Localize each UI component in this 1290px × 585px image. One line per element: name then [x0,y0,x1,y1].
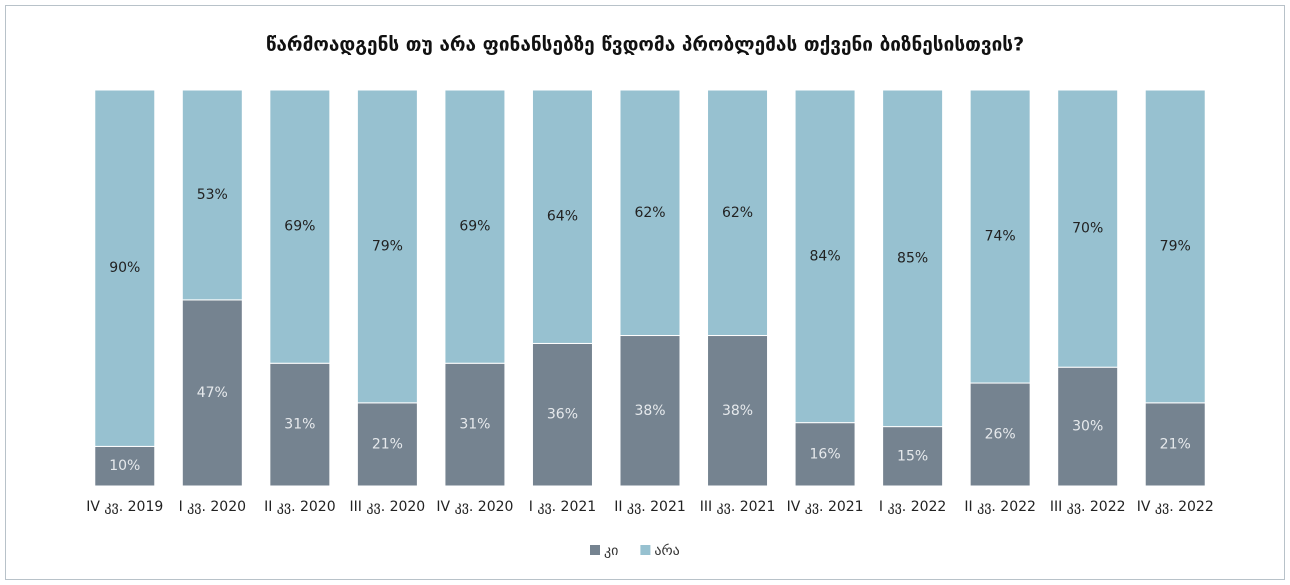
legend-swatch [640,545,651,555]
bar-segment [882,426,944,487]
data-label: 38% [634,403,665,419]
bar-segment [619,335,681,487]
chart-title: წარმოადგენს თუ არა ფინანსებზე წვდომა პრო… [266,34,1024,56]
bar-segment [882,89,944,428]
bar-segment [181,89,243,301]
data-label: 84% [810,248,841,264]
data-label: 38% [722,403,753,419]
data-label: 64% [547,209,578,225]
x-tick-label: I კვ. 2020 [179,499,246,515]
bar-segment [707,89,769,337]
bar-segment [1057,89,1119,368]
x-tick-label: IV კვ. 2021 [787,499,864,515]
bar-segment [1057,366,1119,487]
legend-swatch [590,545,600,555]
bar-segment [794,89,856,424]
x-tick-label: I კვ. 2022 [879,499,946,515]
bar-segment [94,89,156,447]
data-label: 62% [634,205,665,221]
data-label: 21% [372,436,403,452]
x-tick-label: II კვ. 2021 [614,499,686,515]
data-label: 79% [372,238,403,254]
data-label: 70% [1072,221,1103,237]
data-label: 16% [810,446,841,462]
data-label: 10% [109,458,140,474]
bar-segment [531,342,593,487]
x-tick-label: IV კვ. 2020 [436,499,513,515]
bar-segment [1144,402,1206,487]
data-label: 36% [547,407,578,423]
data-label: 90% [109,260,140,276]
bar-segment [356,89,418,404]
x-tick-label: III კვ. 2022 [1050,499,1126,515]
frame [5,5,1285,580]
bar-segment [707,335,769,487]
data-label: 31% [284,417,315,433]
x-tick-label: I კვ. 2021 [529,499,596,515]
data-label: 31% [459,417,490,433]
data-label: 85% [897,250,928,266]
bar-segment [1144,89,1206,404]
bar-segment [444,362,506,487]
data-label: 15% [897,448,928,464]
bar-segment [531,89,593,344]
data-label: 69% [284,219,315,235]
x-tick-label: III კვ. 2021 [700,499,776,515]
bar-segment [619,89,681,337]
data-label: 79% [1160,238,1191,254]
data-label: 53% [197,187,228,203]
legend-label: არა [654,542,679,559]
data-label: 47% [197,385,228,401]
data-label: 74% [985,229,1016,245]
legend-label: კი [604,543,618,559]
data-label: 62% [722,205,753,221]
data-label: 30% [1072,419,1103,435]
x-tick-label: III კვ. 2020 [350,499,426,515]
x-tick-label: IV კვ. 2019 [86,499,163,515]
x-tick-label: II კვ. 2020 [264,499,336,515]
x-tick-label: IV კვ. 2022 [1137,499,1214,515]
data-label: 21% [1160,436,1191,452]
bar-segment [269,89,331,364]
data-label: 26% [985,427,1016,443]
bar-segment [269,362,331,487]
x-tick-label: II კვ. 2022 [964,499,1036,515]
bar-segment [969,89,1031,384]
bar-segment [356,402,418,487]
bar-segment [444,89,506,364]
data-label: 69% [459,219,490,235]
